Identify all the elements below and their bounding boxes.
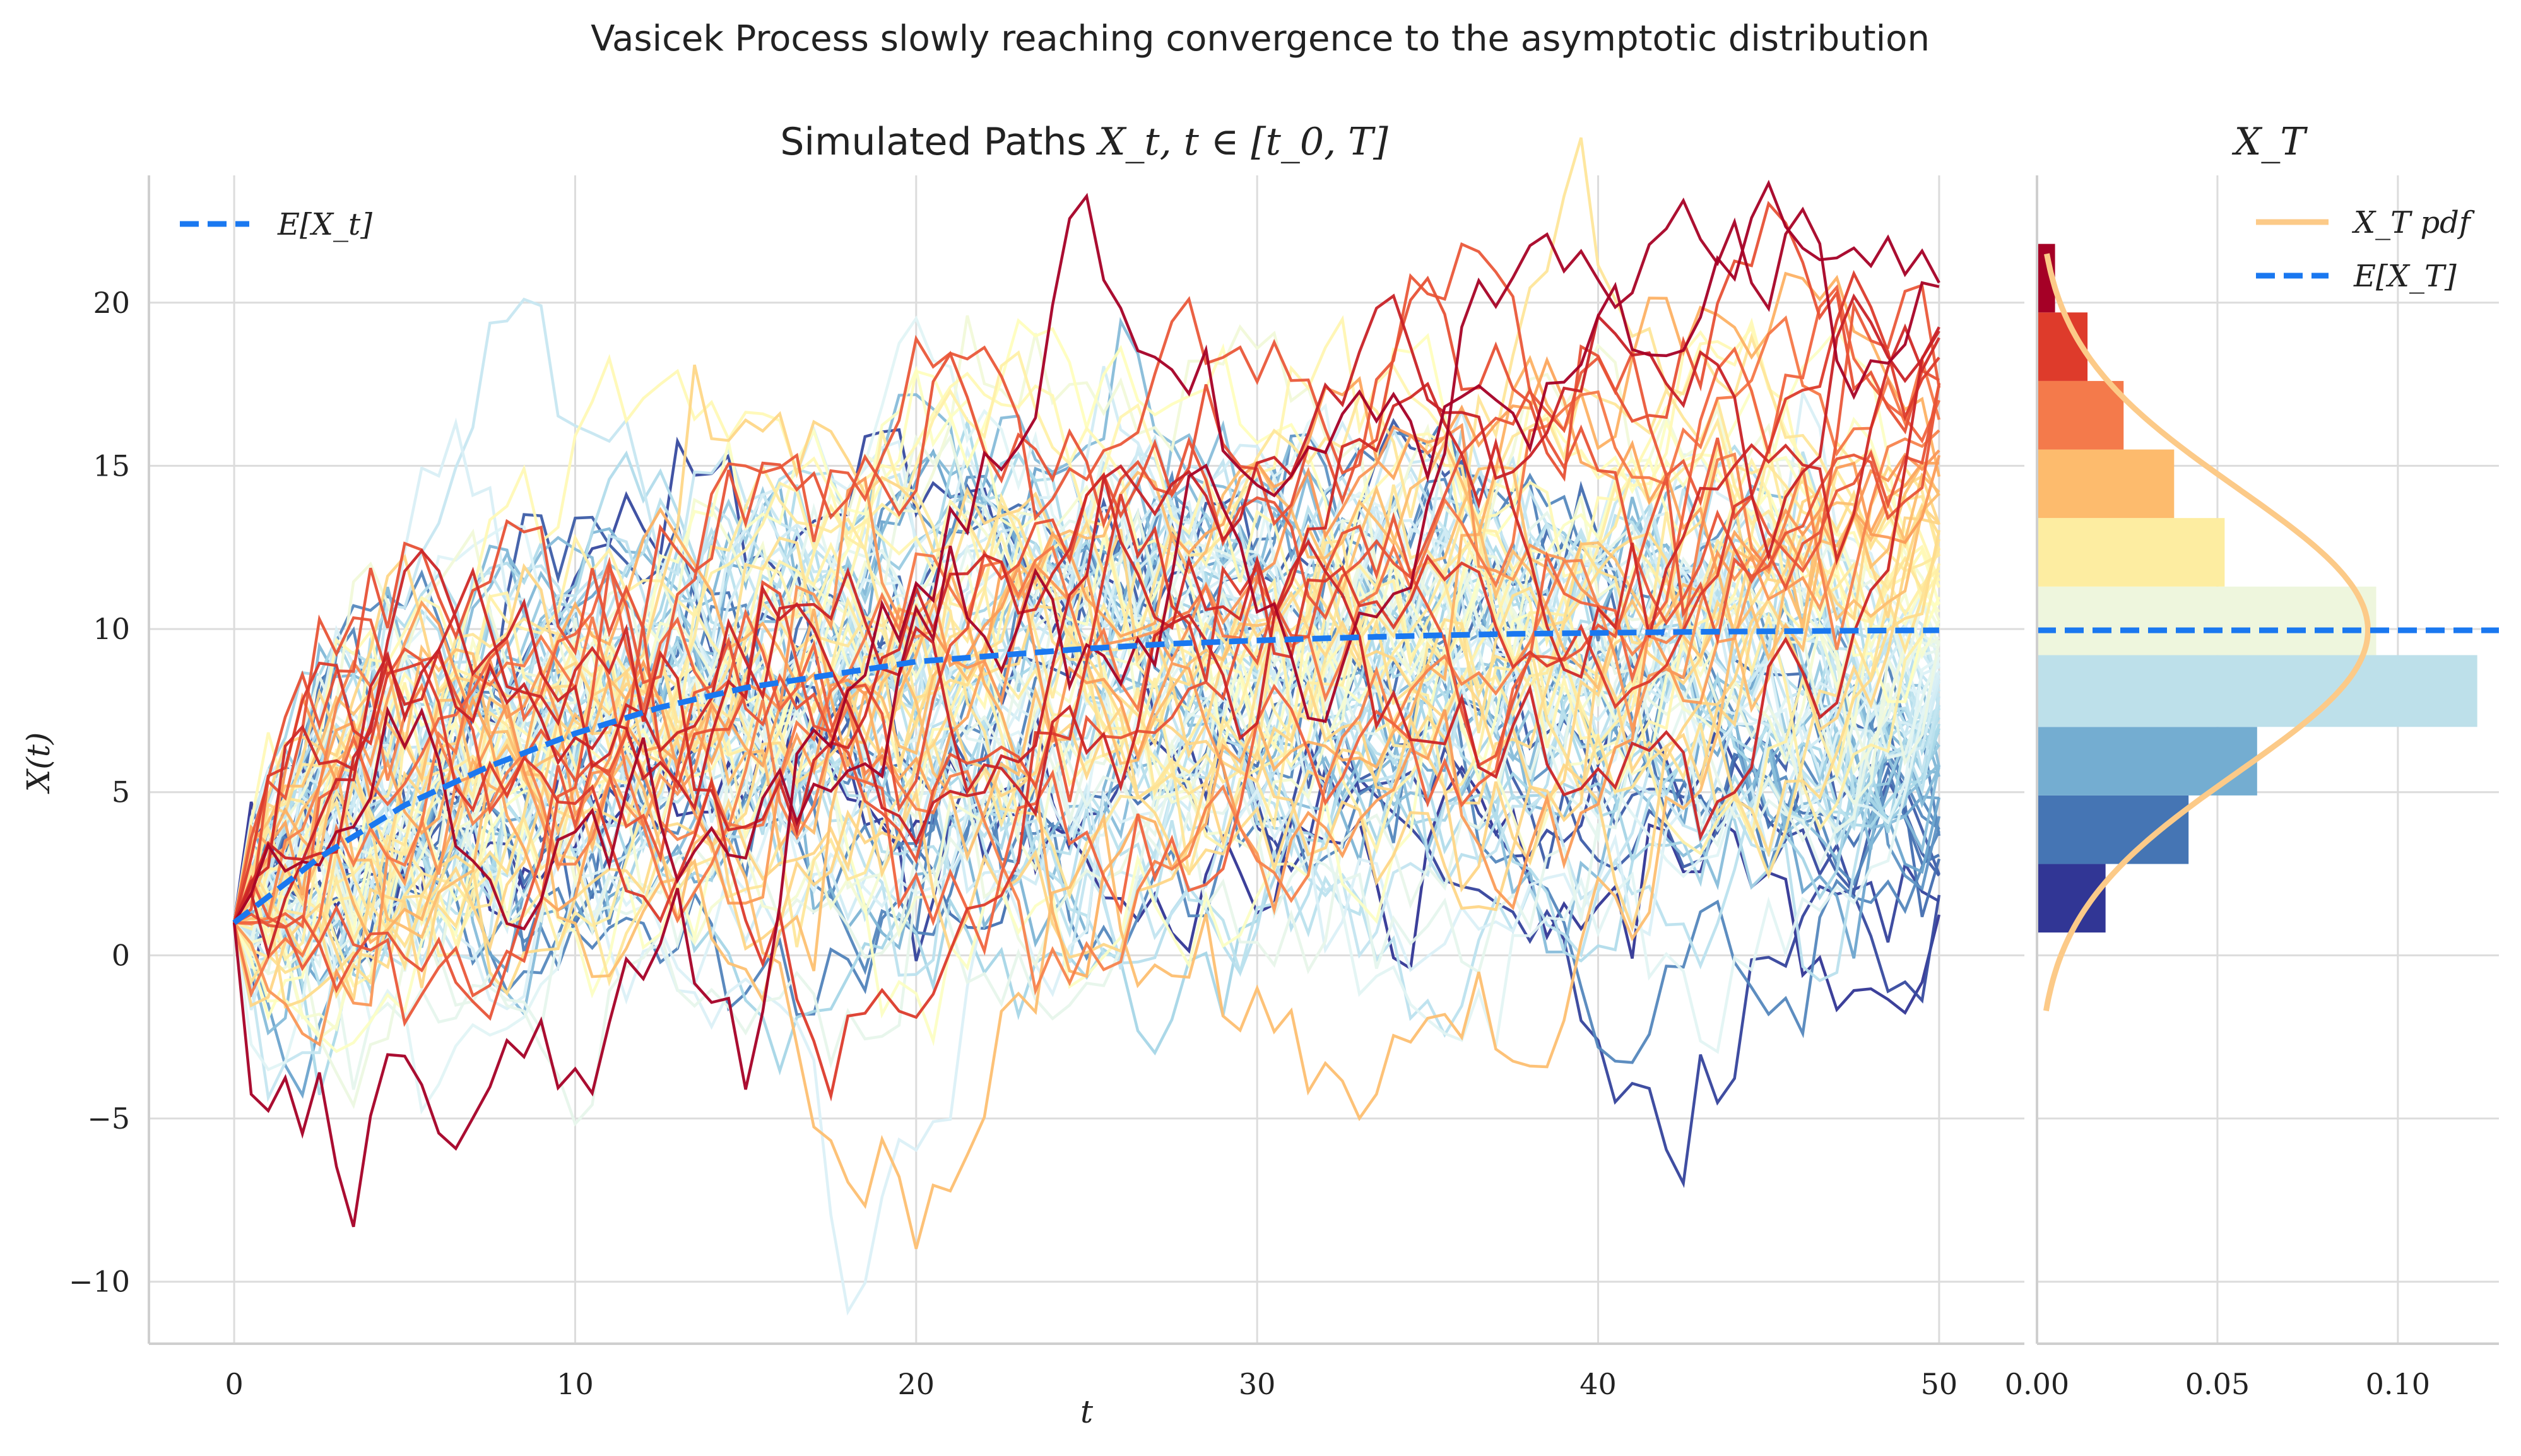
simulated-path xyxy=(232,455,1940,1103)
paths-title-text: Simulated Paths xyxy=(780,120,1098,164)
simulated-path xyxy=(232,473,1940,924)
paths-y-axis-label: X(t) xyxy=(20,732,57,795)
simulated-path xyxy=(232,356,1939,924)
simulated-path xyxy=(233,484,1940,1032)
simulated-path xyxy=(232,490,1940,1008)
simulated-path xyxy=(233,429,1940,996)
y-tick-label: 10 xyxy=(93,612,130,646)
mean-curve-line xyxy=(232,627,1939,925)
y-tick-label: 0 xyxy=(112,938,130,972)
legend-mean-label: E[X_t] xyxy=(277,207,372,242)
simulated-path xyxy=(232,242,1941,1027)
simulated-path xyxy=(233,137,1940,924)
histogram-axes-title: X_T xyxy=(2232,120,2308,164)
simulated-path xyxy=(232,503,1940,960)
x-tick-label: 0 xyxy=(225,1367,243,1401)
x-tick-label: 10 xyxy=(557,1367,594,1401)
legend-mean-line-label: E[X_T] xyxy=(2353,259,2457,294)
simulated-path xyxy=(233,197,1940,931)
y-tick-label: −10 xyxy=(69,1265,130,1299)
histogram-bar xyxy=(2037,795,2189,864)
y-tick-label: 5 xyxy=(112,775,130,809)
histogram-spines xyxy=(2036,175,2499,1345)
simulated-path xyxy=(232,588,1941,1036)
paths-legend: E[X_t] xyxy=(180,207,372,242)
figure-suptitle: Vasicek Process slowly reaching converge… xyxy=(591,18,1930,59)
y-tick-label: 15 xyxy=(93,449,130,483)
histogram-legend: X_T pdf E[X_T] xyxy=(2256,205,2475,294)
histogram-bar xyxy=(2037,655,2477,727)
paths-x-axis-label: t xyxy=(1080,1394,1094,1430)
simulated-path xyxy=(232,431,1941,962)
y-tick-label: −5 xyxy=(87,1101,130,1136)
x-tick-label: 50 xyxy=(1921,1367,1958,1401)
histogram-bar xyxy=(2037,518,2225,587)
simulated-path xyxy=(232,365,1939,936)
paths-y-ticks: −10 −5 0 5 10 15 20 xyxy=(69,286,130,1299)
legend-pdf-label: X_T pdf xyxy=(2351,205,2475,240)
x-tick-label: 0.10 xyxy=(2366,1367,2430,1401)
x-tick-label: 40 xyxy=(1579,1367,1617,1401)
x-tick-label: 20 xyxy=(898,1367,935,1401)
histogram-bar xyxy=(2037,586,2376,655)
simulated-path xyxy=(232,269,1940,1102)
paths-axes: 0 10 20 30 40 50 −10 −5 0 5 10 15 20 Simulated Path… xyxy=(20,120,2024,1430)
simulated-path xyxy=(233,324,1940,934)
y-tick-label: 20 xyxy=(93,286,130,320)
histogram-axes: 0.00 0.05 0.10 X_T X_T pdf E[X_T] xyxy=(2005,120,2499,1401)
simulated-paths xyxy=(232,137,1941,1316)
paths-title-math: X_t, t ∈ [t_0, T] xyxy=(1096,120,1388,164)
x-tick-label: 0.00 xyxy=(2005,1367,2069,1401)
paths-x-ticks: 0 10 20 30 40 50 xyxy=(225,1367,1957,1401)
x-tick-label: 30 xyxy=(1239,1367,1276,1401)
simulated-path xyxy=(232,179,1940,1228)
histogram-bar xyxy=(2037,449,2175,519)
paths-axes-title: Simulated Paths X_t, t ∈ [t_0, T] xyxy=(780,120,1388,164)
simulated-path xyxy=(233,473,1940,959)
simulated-path xyxy=(233,330,1940,924)
paths-spines xyxy=(148,175,2024,1345)
simulated-path xyxy=(233,293,1940,960)
histogram-x-ticks: 0.00 0.05 0.10 xyxy=(2005,1367,2430,1401)
x-tick-label: 0.05 xyxy=(2185,1367,2250,1401)
pdf-curve-line xyxy=(2043,253,2371,1012)
histogram-bar xyxy=(2037,380,2124,450)
